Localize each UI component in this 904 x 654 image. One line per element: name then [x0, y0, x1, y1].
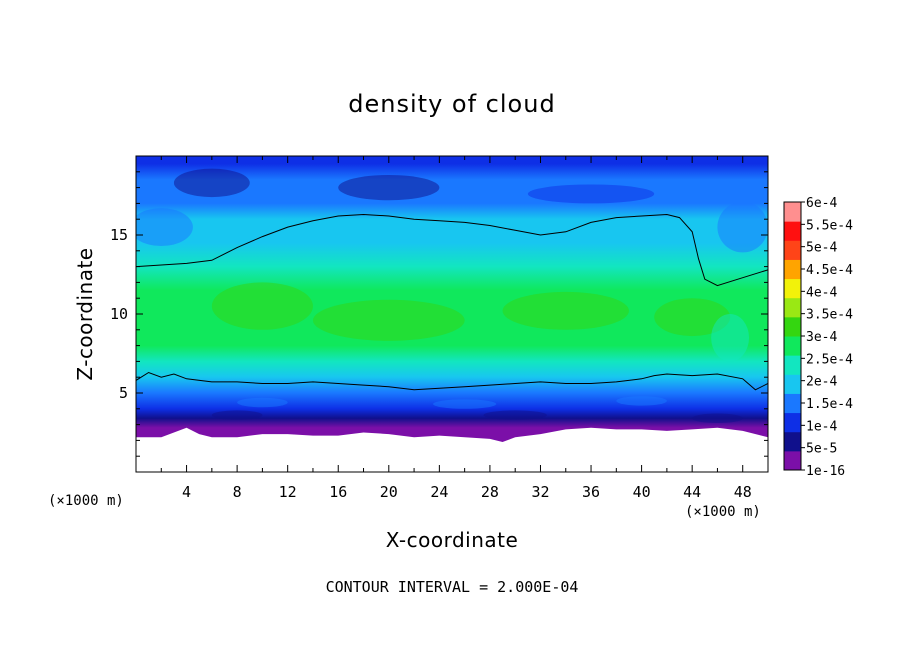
- x-tick-label: 8: [233, 483, 242, 501]
- density-patches: [136, 168, 768, 424]
- x-tick-label: 12: [279, 483, 297, 501]
- x-axis: 4 8 12 16 20 24 28 32 36 40 44 48: [160, 156, 752, 501]
- density-patch: [211, 410, 263, 420]
- y-tick-label: 10: [110, 305, 128, 323]
- density-patch: [616, 396, 667, 406]
- x-tick-label: 40: [633, 483, 651, 501]
- density-patch: [338, 174, 440, 201]
- density-patch: [483, 410, 547, 420]
- y-tick-label: 15: [110, 226, 128, 244]
- colorbar-band: [784, 278, 801, 299]
- x-tick-label: 36: [582, 483, 600, 501]
- y-tick-label: 5: [119, 384, 128, 402]
- x-unit-label-right: (×1000 m): [685, 504, 761, 520]
- x-tick-label: 28: [481, 483, 499, 501]
- colorbar-label: 3.5e-4: [806, 308, 853, 323]
- contour-interval-label: CONTOUR INTERVAL = 2.000E-04: [326, 578, 579, 596]
- colorbar-label: 4e-4: [806, 285, 837, 300]
- x-tick-label: 20: [380, 483, 398, 501]
- colorbar-label: 6e-4: [806, 196, 837, 211]
- density-patch: [211, 282, 313, 330]
- colorbar-band: [784, 297, 801, 318]
- colorbar-band: [784, 221, 801, 241]
- colorbar-label: 3e-4: [806, 330, 837, 345]
- colorbar-band: [784, 240, 801, 260]
- density-patch: [711, 314, 750, 362]
- density-patch: [237, 397, 288, 408]
- colorbar-label: 2.5e-4: [806, 352, 853, 367]
- density-patch: [433, 399, 497, 409]
- x-tick-label: 48: [734, 483, 752, 501]
- colorbar-band: [784, 393, 801, 414]
- density-patch: [692, 413, 743, 424]
- colorbar-label: 5e-4: [806, 241, 837, 256]
- colorbar-label: 1.5e-4: [806, 397, 853, 412]
- colorbar-band: [784, 374, 801, 394]
- y-axis-label: Z-coordinate: [73, 247, 97, 380]
- plot-area: [135, 155, 769, 473]
- colorbar-band: [784, 259, 801, 280]
- x-tick-label: 44: [683, 483, 701, 501]
- x-tick-label: 24: [430, 483, 448, 501]
- colorbar-label: 1e-4: [806, 419, 837, 434]
- density-patch: [717, 201, 768, 253]
- colorbar-band: [784, 336, 801, 356]
- contour-lines: [136, 213, 768, 391]
- colorbar-band: [784, 412, 801, 433]
- density-patch: [173, 168, 250, 198]
- colorbar-label: 2e-4: [806, 375, 837, 390]
- density-patch: [654, 298, 731, 337]
- x-tick-label: 4: [182, 483, 191, 501]
- colorbar-band: [784, 202, 801, 222]
- colorbar-band: [784, 316, 801, 337]
- colorbar-label: 5.5e-4: [806, 218, 853, 233]
- colorbar-label: 1e-16: [806, 464, 845, 479]
- colorbar-band: [784, 431, 801, 452]
- colorbar-band: [784, 450, 801, 471]
- x-tick-label: 16: [329, 483, 347, 501]
- y-axis: 5 10 15: [110, 171, 768, 457]
- x-axis-label: X-coordinate: [386, 528, 519, 552]
- density-patch: [502, 291, 629, 330]
- x-tick-label: 32: [531, 483, 549, 501]
- colorbar: 1e-16 5e-5 1e-4 1.5e-4 2e-4 2.5e-4 3e-4 3.5e-4 4…: [783, 196, 853, 479]
- colorbar-label: 4.5e-4: [806, 263, 853, 278]
- density-patch: [527, 184, 655, 204]
- x-unit-label-left: (×1000 m): [48, 493, 124, 509]
- density-patch: [312, 299, 465, 341]
- colorbar-band: [784, 355, 801, 375]
- colorbar-label: 5e-5: [806, 442, 837, 457]
- contour-line-lower: [136, 371, 768, 391]
- chart-title: density of cloud: [348, 90, 555, 118]
- density-patch: [136, 208, 193, 247]
- contour-line-upper: [136, 213, 768, 287]
